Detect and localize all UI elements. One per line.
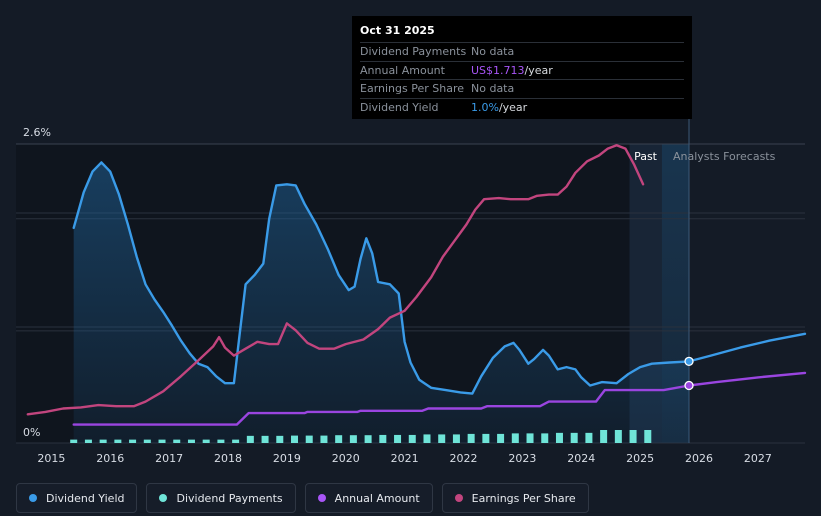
dividend-payment-bar xyxy=(70,439,78,443)
dividend-payment-bar xyxy=(570,432,578,443)
legend-dot-icon xyxy=(454,494,463,502)
dividend-payment-bar xyxy=(452,434,460,443)
tooltip-unit: /year xyxy=(498,100,528,114)
x-tick-label: 2023 xyxy=(508,452,536,465)
tooltip-label: Earnings Per Share xyxy=(360,82,465,95)
dividend-payment-bar xyxy=(408,434,416,443)
dividend-payment-bar xyxy=(173,439,181,443)
legend-label: Dividend Yield xyxy=(46,491,125,505)
x-tick-label: 2022 xyxy=(449,452,477,465)
x-tick-label: 2025 xyxy=(626,452,654,465)
dividend-payment-bar xyxy=(629,430,637,443)
dividend-payment-bar xyxy=(158,439,166,443)
tooltip-value-group: 1.0%/year xyxy=(471,99,527,117)
dividend-payment-bar xyxy=(187,439,195,443)
dividend-payment-bar xyxy=(511,433,519,443)
tooltip-row-dividend-payments: Dividend Payments No data xyxy=(360,42,684,61)
dividend-payment-bar xyxy=(467,433,475,443)
tooltip-label: Dividend Payments xyxy=(360,45,467,58)
tooltip-value: 1.0% xyxy=(471,100,499,114)
tooltip-unit: /year xyxy=(524,63,553,77)
dividend-payment-bar xyxy=(99,439,107,443)
dividend-payment-bar xyxy=(379,434,387,443)
x-tick-label: 2026 xyxy=(685,452,713,465)
tooltip-value: No data xyxy=(471,45,515,58)
dividend-payment-bar xyxy=(349,435,357,443)
legend-dot-icon xyxy=(317,494,326,502)
tooltip-date: Oct 31 2025 xyxy=(360,24,435,37)
annual-amount-marker xyxy=(684,380,694,391)
dividend-yield-marker xyxy=(684,356,694,367)
dividend-payment-bar xyxy=(585,432,593,443)
dividend-payment-bar xyxy=(497,433,505,443)
tooltip-label: Dividend Yield xyxy=(360,100,439,114)
x-tick-label: 2017 xyxy=(155,452,183,465)
dividend-yield-line xyxy=(72,161,807,395)
tooltip-value: US$1.713 xyxy=(471,63,525,77)
legend-item-earnings-per-share[interactable]: Earnings Per Share xyxy=(441,483,589,513)
tooltip-value: No data xyxy=(471,82,515,95)
dividend-payment-bar xyxy=(335,435,343,443)
x-tick-label: 2016 xyxy=(96,452,124,465)
tooltip-row-earnings-per-share: Earnings Per Share No data xyxy=(360,79,684,98)
dividend-yield-area xyxy=(73,162,689,443)
chart-legend: Dividend Yield Dividend Payments Annual … xyxy=(16,483,589,515)
legend-label: Dividend Payments xyxy=(176,491,283,505)
legend-item-dividend-payments[interactable]: Dividend Payments xyxy=(146,483,296,513)
dividend-payment-bar xyxy=(84,439,92,443)
dividend-payment-bar xyxy=(217,439,225,443)
y-tick-label-bottom: 0% xyxy=(23,426,40,439)
x-tick-label: 2024 xyxy=(567,452,595,465)
x-tick-label: 2019 xyxy=(273,452,301,465)
y-tick-label-top: 2.6% xyxy=(23,126,51,139)
legend-dot-icon xyxy=(159,494,168,502)
legend-label: Annual Amount xyxy=(334,491,420,505)
dividend-payment-bar xyxy=(364,435,372,443)
legend-dot-icon xyxy=(29,494,37,502)
dividend-payment-bar xyxy=(129,439,137,443)
tooltip-value-group: US$1.713/year xyxy=(471,62,553,80)
dividend-payment-bar xyxy=(438,434,446,443)
dividend-payment-bar xyxy=(644,430,652,443)
dividend-payment-bar xyxy=(600,430,608,443)
past-region-label: Past xyxy=(634,150,658,163)
dividend-payment-bar xyxy=(114,439,122,443)
x-tick-label: 2021 xyxy=(391,452,419,465)
dividend-payment-bar xyxy=(202,439,210,443)
legend-item-annual-amount[interactable]: Annual Amount xyxy=(304,483,433,513)
x-tick-label: 2027 xyxy=(744,452,772,465)
dividend-payment-bar xyxy=(232,439,240,443)
dividend-payment-bar xyxy=(423,434,431,443)
dividend-chart: 2.6% 0% Past Analysts Forecasts 2015 2016… xyxy=(16,118,807,465)
tooltip-panel: Oct 31 2025 Dividend Payments No data An… xyxy=(352,16,692,119)
legend-label: Earnings Per Share xyxy=(471,491,576,505)
dividend-payment-bar xyxy=(143,439,151,443)
x-tick-label: 2015 xyxy=(37,452,65,465)
dividend-payment-bar xyxy=(482,433,490,443)
x-tick-label: 2018 xyxy=(214,452,242,465)
dividend-payment-bar xyxy=(320,435,328,443)
annual-amount-line xyxy=(72,371,807,426)
forecast-region-label: Analysts Forecasts xyxy=(673,150,776,163)
dividend-payment-bar xyxy=(246,435,254,443)
dividend-payment-bar xyxy=(541,433,549,443)
x-tick-label: 2020 xyxy=(332,452,360,465)
tooltip-row-dividend-yield: Dividend Yield 1.0%/year xyxy=(360,97,684,117)
dividend-payment-bar xyxy=(555,432,563,443)
legend-item-dividend-yield[interactable]: Dividend Yield xyxy=(16,483,138,513)
tooltip-row-annual-amount: Annual Amount US$1.713/year xyxy=(360,60,684,80)
earnings-per-share-line xyxy=(26,144,645,416)
dividend-payment-bar xyxy=(394,434,402,443)
dividend-payment-bar xyxy=(305,435,313,443)
dividend-payment-bar xyxy=(261,435,269,443)
dividend-payment-bar xyxy=(614,430,622,443)
dividend-payment-bar xyxy=(276,435,284,443)
tooltip-label: Annual Amount xyxy=(360,63,445,77)
dividend-payment-bar xyxy=(291,435,299,443)
dividend-payment-bar xyxy=(526,433,534,443)
